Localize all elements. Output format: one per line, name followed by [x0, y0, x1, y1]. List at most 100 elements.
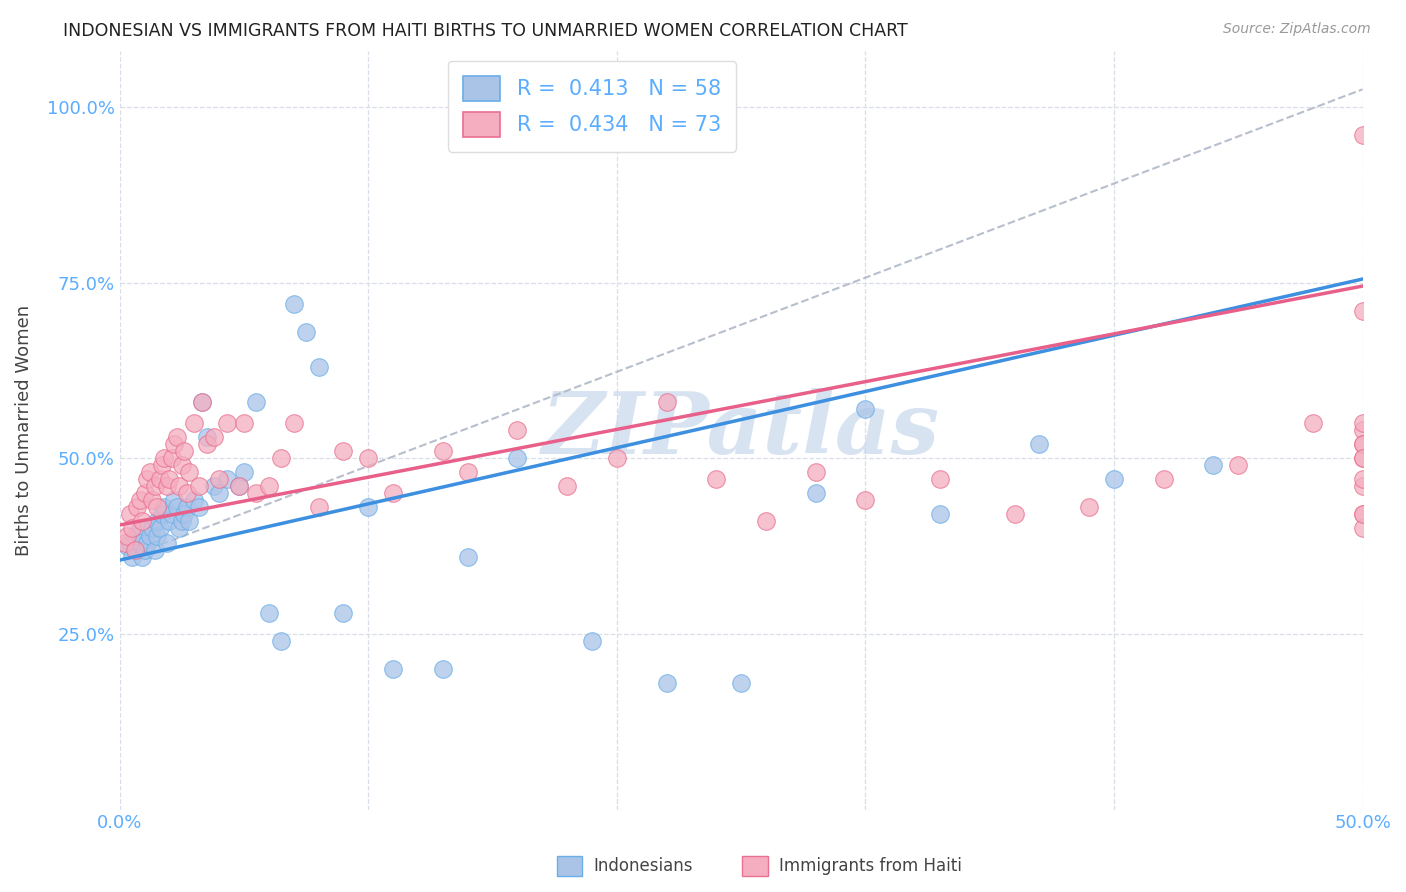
- Point: [179, 515, 201, 529]
- Point: [208, 486, 231, 500]
- Point: [1102, 472, 1125, 486]
- Point: [150, 508, 173, 522]
- Point: [1351, 508, 1374, 522]
- Point: [506, 451, 529, 466]
- Point: [1351, 508, 1374, 522]
- Point: [143, 479, 166, 493]
- Point: [215, 416, 238, 430]
- Point: [148, 472, 170, 486]
- Point: [1028, 437, 1050, 451]
- Point: [127, 542, 149, 557]
- Point: [131, 549, 153, 564]
- Point: [755, 515, 778, 529]
- Point: [332, 606, 354, 620]
- Point: [176, 486, 198, 500]
- Point: [1227, 458, 1250, 473]
- Point: [153, 500, 176, 515]
- Point: [332, 444, 354, 458]
- Point: [170, 458, 193, 473]
- Point: [1351, 128, 1374, 142]
- Legend: R =  0.413   N = 58, R =  0.434   N = 73: R = 0.413 N = 58, R = 0.434 N = 73: [449, 61, 735, 152]
- Point: [146, 500, 169, 515]
- Point: [1153, 472, 1175, 486]
- Point: [270, 451, 292, 466]
- Point: [257, 606, 280, 620]
- Point: [136, 535, 159, 549]
- Point: [166, 500, 188, 515]
- Point: [655, 395, 678, 409]
- Point: [270, 634, 292, 648]
- Point: [146, 515, 169, 529]
- Point: [382, 486, 405, 500]
- Point: [202, 479, 225, 493]
- Point: [1351, 437, 1374, 451]
- Point: [127, 500, 149, 515]
- Point: [170, 515, 193, 529]
- Point: [118, 535, 141, 549]
- Point: [1004, 508, 1026, 522]
- Point: [124, 542, 146, 557]
- Point: [148, 521, 170, 535]
- Point: [150, 458, 173, 473]
- Point: [606, 451, 628, 466]
- Point: [1351, 479, 1374, 493]
- Point: [141, 521, 163, 535]
- Point: [1351, 521, 1374, 535]
- Point: [176, 500, 198, 515]
- Point: [128, 521, 150, 535]
- Point: [141, 493, 163, 508]
- Point: [121, 521, 143, 535]
- Point: [121, 549, 143, 564]
- Point: [114, 535, 136, 549]
- Point: [283, 416, 305, 430]
- Point: [138, 528, 160, 542]
- Point: [855, 402, 877, 417]
- Point: [457, 549, 479, 564]
- Point: [156, 535, 179, 549]
- Point: [131, 515, 153, 529]
- Point: [183, 493, 205, 508]
- Point: [166, 430, 188, 444]
- Point: [704, 472, 727, 486]
- Point: [115, 528, 138, 542]
- Point: [1351, 451, 1374, 466]
- Text: Immigrants from Haiti: Immigrants from Haiti: [779, 857, 962, 875]
- Text: Indonesians: Indonesians: [593, 857, 693, 875]
- Point: [929, 508, 952, 522]
- Point: [124, 528, 146, 542]
- Point: [382, 662, 405, 676]
- Point: [169, 479, 191, 493]
- Point: [191, 395, 214, 409]
- Point: [929, 472, 952, 486]
- Point: [163, 437, 186, 451]
- Point: [308, 359, 330, 374]
- Point: [804, 486, 827, 500]
- Point: [245, 395, 267, 409]
- Point: [163, 493, 186, 508]
- Point: [257, 479, 280, 493]
- Point: [195, 437, 218, 451]
- Point: [195, 430, 218, 444]
- Point: [179, 465, 201, 479]
- Text: INDONESIAN VS IMMIGRANTS FROM HAITI BIRTHS TO UNMARRIED WOMEN CORRELATION CHART: INDONESIAN VS IMMIGRANTS FROM HAITI BIRT…: [63, 22, 908, 40]
- Point: [555, 479, 578, 493]
- Point: [215, 472, 238, 486]
- Point: [160, 451, 183, 466]
- Point: [1351, 451, 1374, 466]
- Point: [228, 479, 250, 493]
- Point: [1351, 303, 1374, 318]
- Point: [1351, 472, 1374, 486]
- Point: [1351, 423, 1374, 437]
- Point: [655, 676, 678, 690]
- Point: [1351, 437, 1374, 451]
- Point: [357, 451, 380, 466]
- Point: [173, 508, 195, 522]
- Point: [118, 508, 141, 522]
- Point: [506, 423, 529, 437]
- Point: [208, 472, 231, 486]
- Point: [730, 676, 752, 690]
- Point: [115, 539, 138, 553]
- Point: [128, 535, 150, 549]
- Point: [173, 444, 195, 458]
- Point: [183, 416, 205, 430]
